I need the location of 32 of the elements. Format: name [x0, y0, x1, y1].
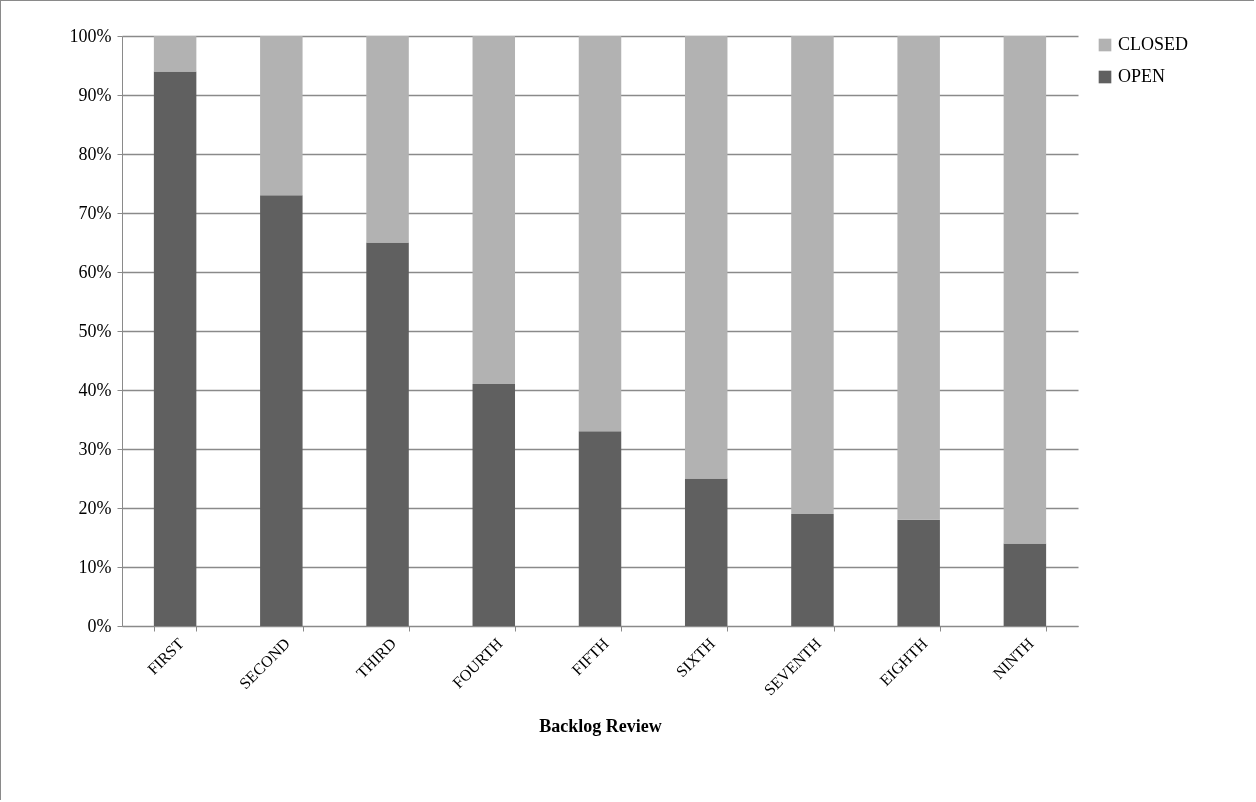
- legend-label: CLOSED: [1118, 34, 1189, 54]
- y-tick-label: 30%: [78, 438, 112, 459]
- y-tick-label: 40%: [78, 379, 112, 400]
- bar: [1003, 543, 1047, 626]
- bar: [791, 36, 834, 514]
- y-tick-label: 50%: [78, 320, 112, 341]
- y-tick-label: 90%: [78, 84, 112, 105]
- bar: [472, 384, 516, 626]
- bar: [472, 36, 516, 385]
- bar: [366, 36, 409, 243]
- bar: [260, 195, 303, 626]
- bar: [897, 36, 940, 520]
- y-tick-label: 20%: [78, 497, 112, 518]
- bar: [1003, 36, 1047, 544]
- y-tick-label: 60%: [78, 261, 112, 282]
- bar: [578, 36, 622, 432]
- bar: [897, 519, 940, 626]
- bar: [366, 242, 409, 626]
- y-tick-label: 10%: [78, 556, 112, 577]
- y-tick-label: 80%: [78, 143, 112, 164]
- bar: [684, 36, 728, 479]
- bar: [153, 71, 197, 626]
- legend-label: OPEN: [1118, 66, 1166, 86]
- x-axis-title: Backlog Review: [539, 716, 662, 737]
- bar: [260, 36, 303, 196]
- y-tick-label: 0%: [87, 615, 112, 636]
- y-tick-label: 70%: [78, 202, 112, 223]
- bar: [684, 478, 728, 626]
- bar: [791, 513, 834, 626]
- bar: [578, 431, 622, 626]
- bar: [153, 36, 197, 72]
- y-tick-label: 100%: [69, 25, 112, 46]
